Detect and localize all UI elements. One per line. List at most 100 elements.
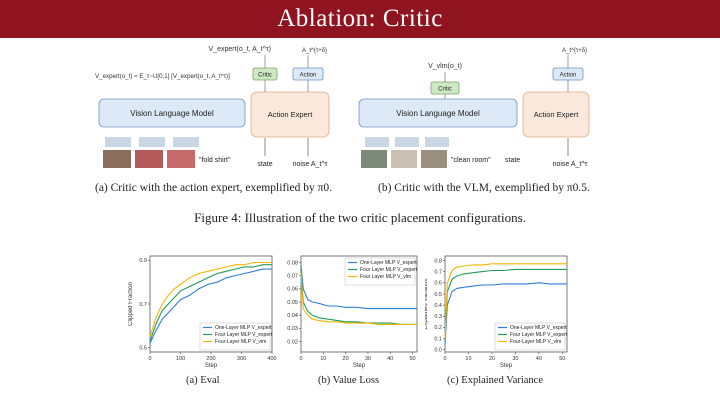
diagram-critic-action-expert: V_expert(o_t, A_t^τ) V_expert(o_t) ≈ E_τ… — [95, 46, 330, 168]
noise-b: noise A_t^τ — [553, 161, 588, 168]
series-line-0 — [300, 265, 417, 310]
state-b: state — [505, 157, 520, 164]
vlm-label-a: Vision Language Model — [130, 109, 214, 118]
legend-entry: Four Layer MLP V_expert — [510, 332, 568, 338]
x-tick-label: 50 — [559, 356, 565, 362]
action-top-a: A_t^{τ+δ} — [302, 48, 327, 54]
chart-value-loss: 0 10 20 30 40 50 0.02 0.03 0.04 0.05 0.06 0.07 0.08 S… — [283, 248, 423, 376]
legend-box — [494, 322, 566, 351]
top-formula-b: V_vlm(o_t) — [428, 63, 462, 70]
image-thumb-a2 — [135, 150, 163, 168]
x-tick-label: 100 — [176, 356, 185, 362]
expert-box-a — [250, 91, 330, 138]
y-tick-label: 0.9 — [139, 258, 147, 264]
critic-label-b: Critic — [438, 87, 452, 93]
chart-explained-variance-caption: (c) Explained Variance — [447, 375, 544, 386]
chart-eval-caption: (a) Eval — [186, 375, 220, 386]
x-tick-label: 30 — [365, 356, 371, 362]
chart-eval: 0 100 200 300 400 0.5 0.7 0.9 Step Clipped Fracti… — [128, 248, 278, 376]
y-tick-label: 0.07 — [287, 274, 298, 280]
left-formula-a: V_expert(o_t) ≈ E_τ~U[0,1] [V_expert(o_t… — [95, 73, 230, 80]
expert-box-b — [522, 91, 590, 138]
y-tick-label: 0.3 — [434, 314, 442, 320]
legend-entry: Four Layer MLP V_vlm — [360, 274, 411, 280]
series-line-1 — [444, 268, 567, 341]
x-tick-label: 30 — [512, 356, 518, 362]
y-tick-label: 0.7 — [139, 302, 147, 308]
action-label-b: Action — [560, 73, 577, 79]
x-tick-label: 0 — [148, 356, 151, 362]
image-thumb-b1 — [361, 150, 387, 168]
slide-title: Ablation: Critic — [277, 5, 443, 32]
y-axis-label: Explained Variance — [425, 278, 429, 330]
image-thumb-b3 — [421, 150, 447, 168]
diagram-critic-vlm: V_vlm(o_t) A_t^{τ+δ} Critic Action Visio… — [358, 48, 590, 168]
x-tick-label: 200 — [206, 356, 215, 362]
slide-content: V_expert(o_t, A_t^τ) V_expert(o_t) ≈ E_τ… — [0, 38, 720, 405]
x-tick-label: 0 — [299, 356, 302, 362]
x-tick-label: 20 — [489, 356, 495, 362]
y-axis-label: Clipped Fraction — [128, 282, 134, 326]
x-tick-label: 40 — [536, 356, 542, 362]
y-tick-label: 0.5 — [139, 345, 147, 351]
x-axis-label: Step — [353, 363, 366, 369]
y-tick-label: 0.02 — [287, 339, 298, 345]
y-tick-label: 0.03 — [287, 326, 298, 332]
diagram-a-caption: (a) Critic with the action expert, exemp… — [95, 182, 333, 194]
y-tick-label: 0.05 — [287, 300, 298, 306]
legend-entry: Four Layer MLP V_expert — [360, 267, 418, 273]
image-thumb-a1 — [103, 150, 131, 168]
image-thumb-a3 — [167, 150, 195, 168]
x-axis-label: Step — [500, 363, 513, 369]
chart-explained-variance: 0 10 20 30 40 50 0.0 0.1 0.2 0.3 0.4 0.5 0.6 0.7 0.8 St… — [425, 248, 573, 376]
legend-entry: Four Layer MLP V_expert — [215, 332, 273, 338]
y-tick-label: 0.08 — [287, 260, 298, 266]
state-a: state — [257, 161, 272, 168]
action-label-a: Action — [300, 73, 317, 79]
y-tick-label: 0.0 — [434, 348, 442, 354]
legend-entry: One-Layer MLP V_expert — [360, 260, 417, 266]
y-tick-label: 0.8 — [434, 258, 442, 264]
x-tick-label: 10 — [465, 356, 471, 362]
y-tick-label: 0.5 — [434, 292, 442, 298]
diagram-b-caption: (b) Critic with the VLM, exemplified by … — [378, 182, 590, 194]
x-tick-label: 50 — [409, 356, 415, 362]
legend-entry: Four-Layer MLP V_vlm — [215, 339, 266, 345]
figure-caption: Figure 4: Illustration of the two critic… — [194, 210, 526, 225]
y-axis-label: Value Loss — [283, 289, 285, 318]
y-tick-label: 0.04 — [287, 313, 298, 319]
series-line-2 — [300, 273, 417, 325]
series-line-2 — [149, 261, 272, 337]
legend-entry: Four-Layer MLP V_vlm — [510, 339, 561, 345]
vlm-box-b — [358, 98, 518, 128]
y-tick-label: 0.4 — [434, 303, 442, 309]
image-thumb-b2 — [391, 150, 417, 168]
y-tick-label: 0.7 — [434, 269, 442, 275]
action-top-b: A_t^{τ+δ} — [562, 48, 587, 54]
vlm-box-a — [98, 98, 246, 128]
legend-entry: One-Layer MLP V_expert — [510, 325, 567, 331]
x-tick-label: 300 — [237, 356, 246, 362]
series-line-0 — [149, 268, 272, 344]
legend-entry: One-Layer MLP V_expert — [215, 325, 272, 331]
series-line-0 — [444, 282, 567, 345]
x-tick-label: 40 — [387, 356, 393, 362]
x-tick-label: 0 — [443, 356, 446, 362]
chart-value-loss-caption: (b) Value Loss — [318, 375, 380, 386]
slide-title-banner: Ablation: Critic — [0, 0, 720, 38]
x-axis-label: Step — [205, 363, 218, 369]
series-line-2 — [444, 263, 567, 339]
critic-label-a: Critic — [258, 73, 272, 79]
prompt-a: "fold shirt" — [199, 157, 231, 164]
y-tick-label: 0.6 — [434, 281, 442, 287]
x-tick-label: 20 — [343, 356, 349, 362]
top-formula-a: V_expert(o_t, A_t^τ) — [209, 46, 271, 53]
series-line-1 — [149, 264, 272, 342]
x-tick-label: 10 — [320, 356, 326, 362]
y-tick-label: 0.1 — [434, 336, 442, 342]
noise-a: noise A_t^τ — [293, 161, 328, 168]
vlm-label-b: Vision Language Model — [396, 109, 480, 118]
y-tick-label: 0.06 — [287, 287, 298, 293]
expert-label-b: Action Expert — [534, 110, 580, 119]
expert-label-a: Action Expert — [268, 110, 314, 119]
